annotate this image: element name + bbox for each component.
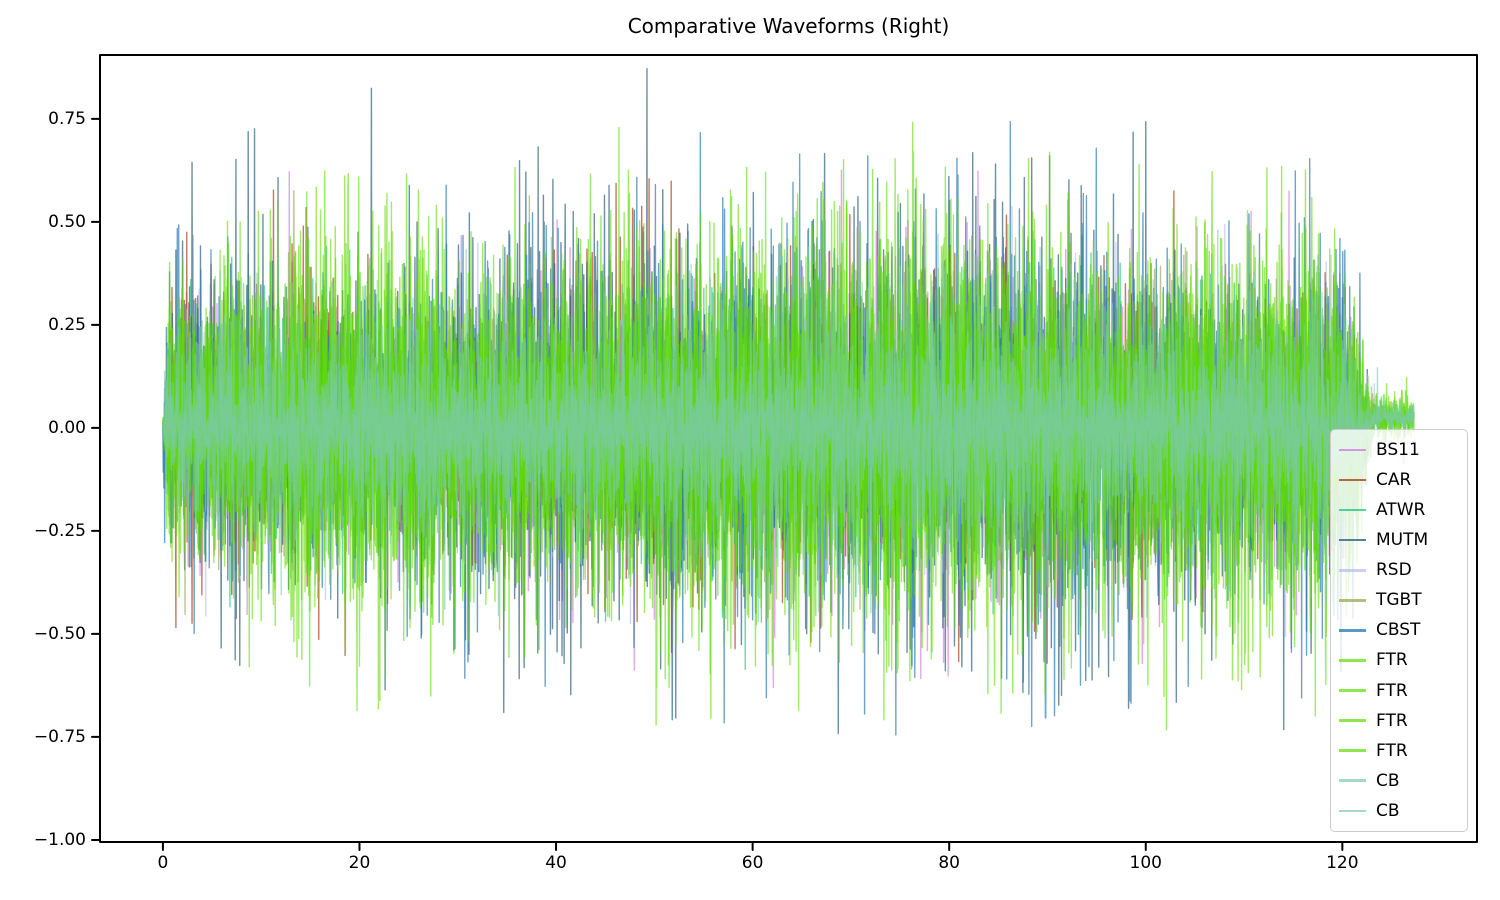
legend-line-swatch [1339,749,1366,752]
legend-label: ATWR [1376,500,1426,521]
legend-label: CB [1376,770,1400,791]
y-axis-tick-label: −0.25 [33,520,86,541]
legend-line-swatch [1339,779,1366,782]
y-axis-tick-label: 0.75 [48,108,86,129]
legend-label: BS11 [1376,440,1420,461]
x-axis-tick-label: 100 [1129,853,1162,873]
legend-label: CBST [1376,620,1421,641]
legend-label: CB [1376,800,1400,821]
legend-item: CB [1339,771,1459,791]
legend-label: MUTM [1376,530,1429,551]
legend-item: TGBT [1339,590,1459,610]
legend-label: FTR [1376,740,1408,761]
legend-line-swatch [1339,689,1366,692]
legend-item: FTR [1339,681,1459,701]
legend-line-swatch [1339,538,1366,542]
y-axis-tick-label: 0.25 [48,314,86,335]
legend-label: FTR [1376,680,1408,701]
legend-label: RSD [1376,560,1412,581]
legend-line-swatch [1339,448,1366,452]
legend-label: TGBT [1376,590,1422,611]
legend-item: CBST [1339,620,1459,640]
legend-item: RSD [1339,560,1459,580]
legend-item: ATWR [1339,500,1459,520]
legend-label: FTR [1376,710,1408,731]
x-axis-tick-label: 60 [741,853,764,873]
legend: BS11 CAR ATWR MUTM RSD TGBT CBST FTR [1330,429,1468,832]
chart-title: Comparative Waveforms (Right) [627,14,950,38]
x-axis-tick-label: 80 [938,853,960,873]
legend-line-swatch [1339,478,1366,482]
legend-line-swatch [1339,569,1366,572]
legend-line-swatch [1339,629,1366,632]
x-axis-tick-label: 120 [1326,853,1359,873]
legend-line-swatch [1339,599,1366,602]
y-axis-tick-label: 0.50 [48,211,86,232]
legend-item: FTR [1339,741,1459,761]
legend-line-swatch [1339,659,1366,662]
legend-item: FTR [1339,711,1459,731]
y-axis-tick-label: −0.75 [33,726,86,747]
y-axis-tick-label: 0.00 [48,417,86,438]
legend-item: CAR [1339,470,1459,490]
legend-item: BS11 [1339,440,1459,460]
legend-line-swatch [1339,809,1366,813]
legend-item: MUTM [1339,530,1459,550]
x-axis-tick-label: 40 [545,853,567,873]
legend-line-swatch [1339,719,1366,722]
legend-item: FTR [1339,650,1459,670]
y-axis-tick-label: −0.50 [33,623,86,644]
legend-item: CB [1339,801,1459,821]
y-axis-tick-label: −1.00 [33,829,86,850]
x-axis-tick-label: 20 [348,853,371,873]
x-axis-tick-label: 0 [157,853,169,873]
legend-line-swatch [1339,508,1366,512]
legend-label: CAR [1376,470,1412,491]
legend-label: FTR [1376,650,1408,671]
